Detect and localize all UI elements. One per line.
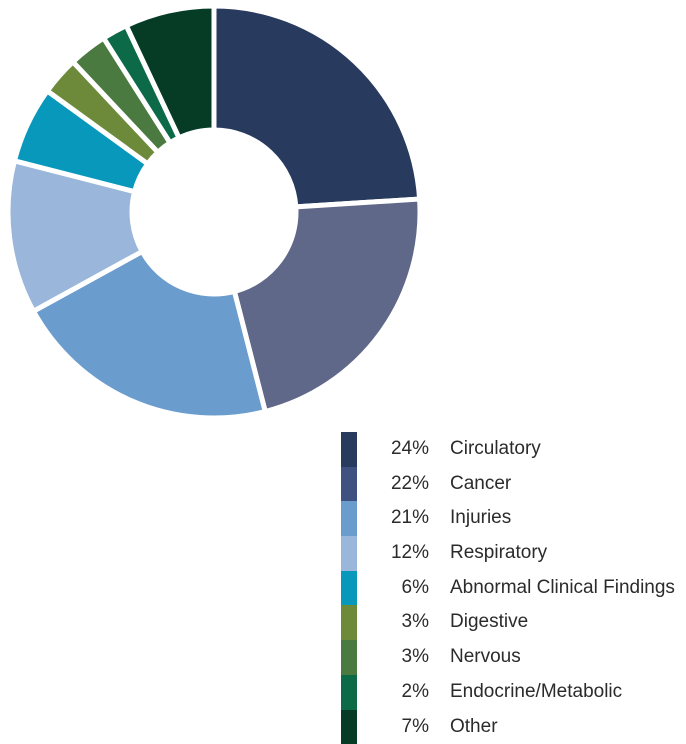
legend-label: Digestive	[450, 605, 528, 640]
chart-legend: 24% Circulatory 22% Cancer 21% Injuries 12% Res…	[341, 432, 686, 744]
legend-label: Other	[450, 710, 498, 744]
legend-percent: 2%	[363, 675, 429, 710]
legend-percent: 7%	[363, 710, 429, 744]
legend-label: Cancer	[450, 467, 511, 502]
legend-label: Endocrine/Metabolic	[450, 675, 622, 710]
legend-label: Circulatory	[450, 432, 541, 467]
legend-item-nervous: 3% Nervous	[341, 640, 686, 675]
legend-swatch	[341, 467, 357, 502]
legend-item-abnormal-clinical-findings: 6% Abnormal Clinical Findings	[341, 571, 686, 606]
legend-item-circulatory: 24% Circulatory	[341, 432, 686, 467]
legend-item-other: 7% Other	[341, 710, 686, 744]
legend-swatch	[341, 640, 357, 675]
legend-label: Injuries	[450, 501, 511, 536]
legend-swatch	[341, 710, 357, 744]
legend-item-endocrine-metabolic: 2% Endocrine/Metabolic	[341, 675, 686, 710]
legend-label: Abnormal Clinical Findings	[450, 571, 675, 606]
slice-cancer	[234, 199, 420, 411]
legend-percent: 21%	[363, 501, 429, 536]
legend-swatch	[341, 432, 357, 467]
legend-item-cancer: 22% Cancer	[341, 467, 686, 502]
legend-label: Respiratory	[450, 536, 547, 571]
legend-percent: 22%	[363, 467, 429, 502]
legend-item-respiratory: 12% Respiratory	[341, 536, 686, 571]
legend-swatch	[341, 675, 357, 710]
legend-swatch	[341, 501, 357, 536]
legend-label: Nervous	[450, 640, 521, 675]
legend-percent: 6%	[363, 571, 429, 606]
legend-swatch	[341, 536, 357, 571]
legend-percent: 3%	[363, 640, 429, 675]
legend-percent: 24%	[363, 432, 429, 467]
slice-circulatory	[214, 6, 420, 207]
legend-percent: 3%	[363, 605, 429, 640]
legend-swatch	[341, 571, 357, 606]
legend-item-digestive: 3% Digestive	[341, 605, 686, 640]
legend-item-injuries: 21% Injuries	[341, 501, 686, 536]
legend-swatch	[341, 605, 357, 640]
legend-percent: 12%	[363, 536, 429, 571]
